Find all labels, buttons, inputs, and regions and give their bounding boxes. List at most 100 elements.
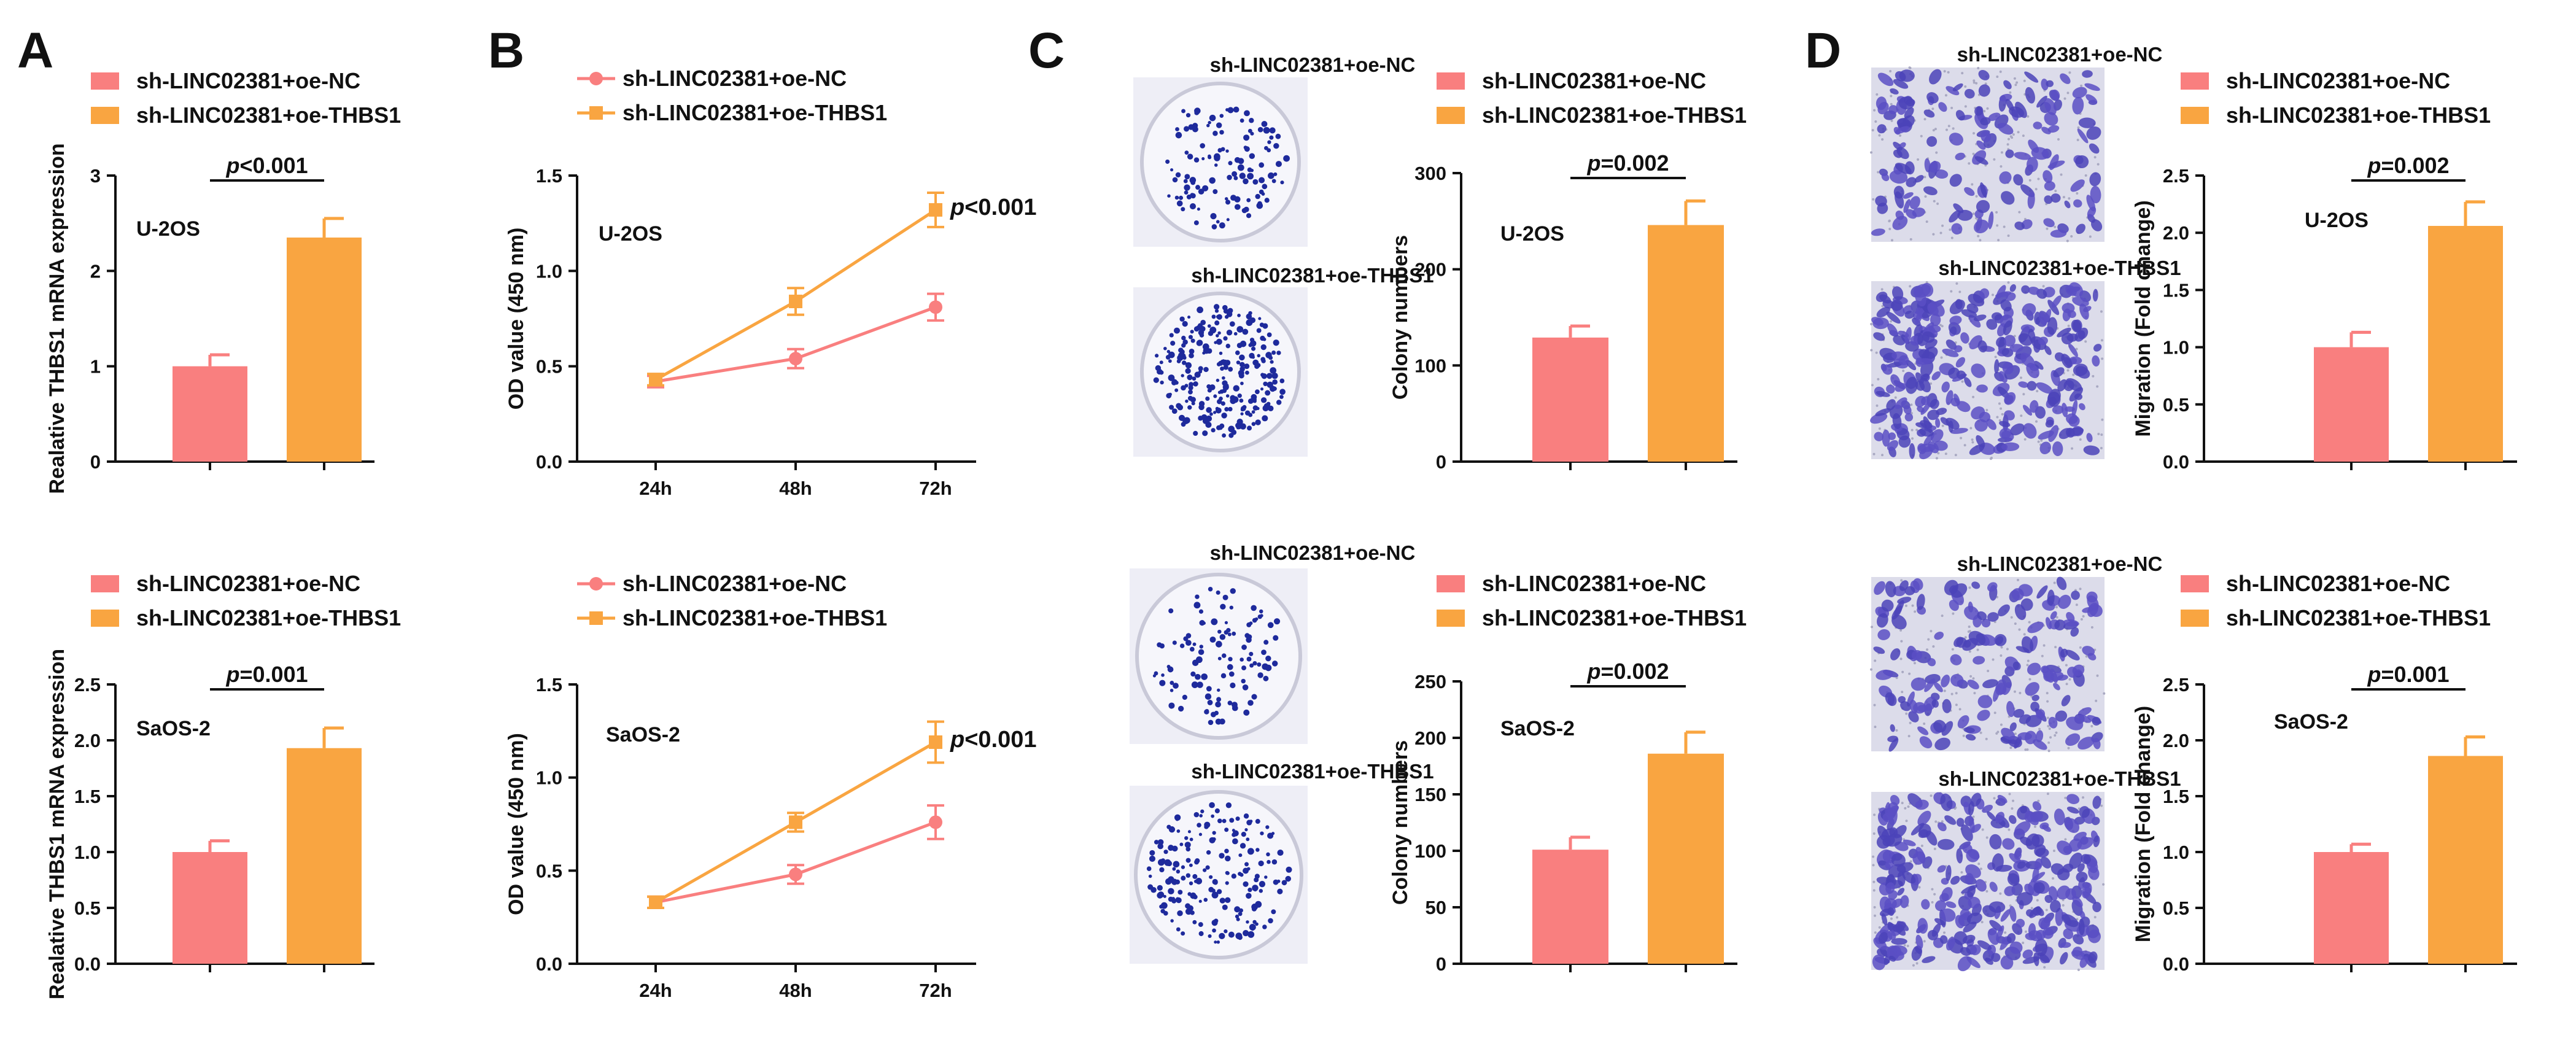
migrated-cell: [2054, 808, 2065, 826]
membrane-pore: [2066, 369, 2070, 372]
membrane-pore: [1896, 916, 1899, 919]
colony-dot: [1167, 194, 1171, 198]
membrane-pore: [2093, 156, 2097, 159]
migrated-cell: [1998, 604, 2010, 617]
membrane-pore: [1932, 129, 1935, 132]
membrane-pore: [1900, 579, 1903, 582]
migrated-cell: [1899, 142, 1906, 149]
membrane-pore: [1900, 640, 1903, 643]
membrane-pore: [1872, 889, 1876, 892]
membrane-pore: [2055, 616, 2058, 619]
migrated-cell: [1886, 384, 1895, 394]
cell-line-label: SaOS-2: [136, 717, 211, 740]
migrated-cell: [2000, 909, 2011, 922]
legend-label-thbs1: sh-LINC02381+oe-THBS1: [2226, 103, 2491, 128]
colony-dot: [1265, 664, 1272, 672]
colony-dot: [1181, 385, 1186, 391]
colony-dot: [1170, 681, 1174, 685]
membrane-pore: [2090, 626, 2093, 629]
colony-dot: [1182, 339, 1188, 345]
migrated-cell: [1887, 440, 1899, 451]
migrated-cell: [1887, 323, 1898, 336]
colony-dot: [1210, 212, 1217, 220]
migrated-cell: [2006, 933, 2016, 943]
series-line-nc: [655, 821, 936, 904]
caption-d-top-thbs1: sh-LINC02381+oe-THBS1: [1938, 257, 2181, 279]
migrated-cell: [1904, 327, 1912, 345]
colony-dot: [1182, 694, 1187, 700]
colony-dot: [1262, 184, 1268, 190]
colony-dot: [1184, 150, 1189, 155]
colony-dot: [1193, 602, 1201, 609]
migrated-cell: [1903, 405, 1912, 415]
migrated-cell: [1949, 133, 1963, 146]
migrated-cell: [2072, 947, 2082, 956]
colony-dot: [1163, 911, 1168, 916]
migrated-cell: [2040, 856, 2052, 869]
migrated-cell: [1919, 736, 1933, 749]
colony-dot: [1225, 870, 1230, 875]
migrated-cell: [2088, 929, 2101, 943]
migrated-cell: [1892, 413, 1902, 429]
colony-dot: [1240, 873, 1244, 877]
colony-dot: [1280, 180, 1284, 185]
migrated-cell: [2053, 367, 2065, 378]
migrated-cell: [1997, 794, 2008, 804]
migrated-cell: [2078, 714, 2092, 723]
migrated-cell: [1882, 364, 1893, 375]
membrane-pore: [1873, 703, 1876, 707]
membrane-pore: [2046, 716, 2049, 719]
membrane-pore: [1920, 844, 1923, 847]
membrane-pore: [1941, 424, 1944, 427]
migrated-cell: [1955, 357, 1966, 368]
migrated-cell: [2062, 914, 2079, 928]
migrated-cell: [1892, 215, 1908, 230]
colony-dot: [1225, 108, 1229, 112]
colony-dot: [1251, 393, 1257, 400]
migrated-cell: [1876, 306, 1890, 318]
colony-dot: [1244, 146, 1250, 152]
p-value-label: p<0.001: [950, 727, 1037, 753]
membrane-pore: [2008, 792, 2011, 796]
membrane-pore: [1934, 128, 1937, 131]
colony-dot: [1192, 920, 1197, 924]
colony-dot: [1255, 193, 1260, 200]
colony-dot: [1259, 177, 1265, 184]
migrated-cell: [1940, 417, 1950, 426]
transwell-image-d-top-nc: [1870, 66, 2105, 242]
colony-dot: [1201, 673, 1208, 680]
p-value-label: p<0.001: [225, 153, 308, 178]
colony-dot: [1227, 700, 1233, 706]
colony-dot: [1254, 877, 1259, 883]
migrated-cell: [2044, 181, 2055, 191]
colony-dot: [1170, 919, 1174, 923]
membrane-pore: [2076, 139, 2079, 142]
colony-dot: [1252, 885, 1259, 891]
colony-dot: [1252, 661, 1257, 666]
membrane-pore: [2075, 347, 2078, 351]
migrated-cell: [1940, 908, 1956, 922]
membrane-pore: [1917, 158, 1920, 161]
colony-dot: [1220, 603, 1226, 610]
membrane-pore: [2043, 644, 2046, 647]
migrated-cell: [1904, 96, 1913, 105]
y-tick-label: 0.5: [2163, 394, 2189, 416]
migrated-cell: [2001, 727, 2015, 740]
colony-dot: [1233, 176, 1238, 180]
migrated-cell: [1891, 938, 1907, 945]
colony-dot: [1237, 164, 1244, 171]
membrane-pore: [2068, 71, 2071, 74]
bar-thbs1: [1648, 753, 1724, 964]
migrated-cell: [2070, 627, 2079, 637]
migrated-cell: [1904, 311, 1915, 319]
colony-dot: [1254, 617, 1259, 621]
membrane-pore: [2064, 796, 2067, 799]
membrane-pore: [2011, 807, 2014, 810]
membrane-pore: [1878, 926, 1881, 929]
membrane-pore: [1872, 864, 1875, 867]
colony-dot: [1263, 126, 1270, 134]
membrane-pore: [2037, 177, 2040, 180]
colony-dish-c-top-nc: [1133, 77, 1308, 247]
colony-dot: [1228, 931, 1235, 938]
colony-dot: [1227, 664, 1233, 670]
